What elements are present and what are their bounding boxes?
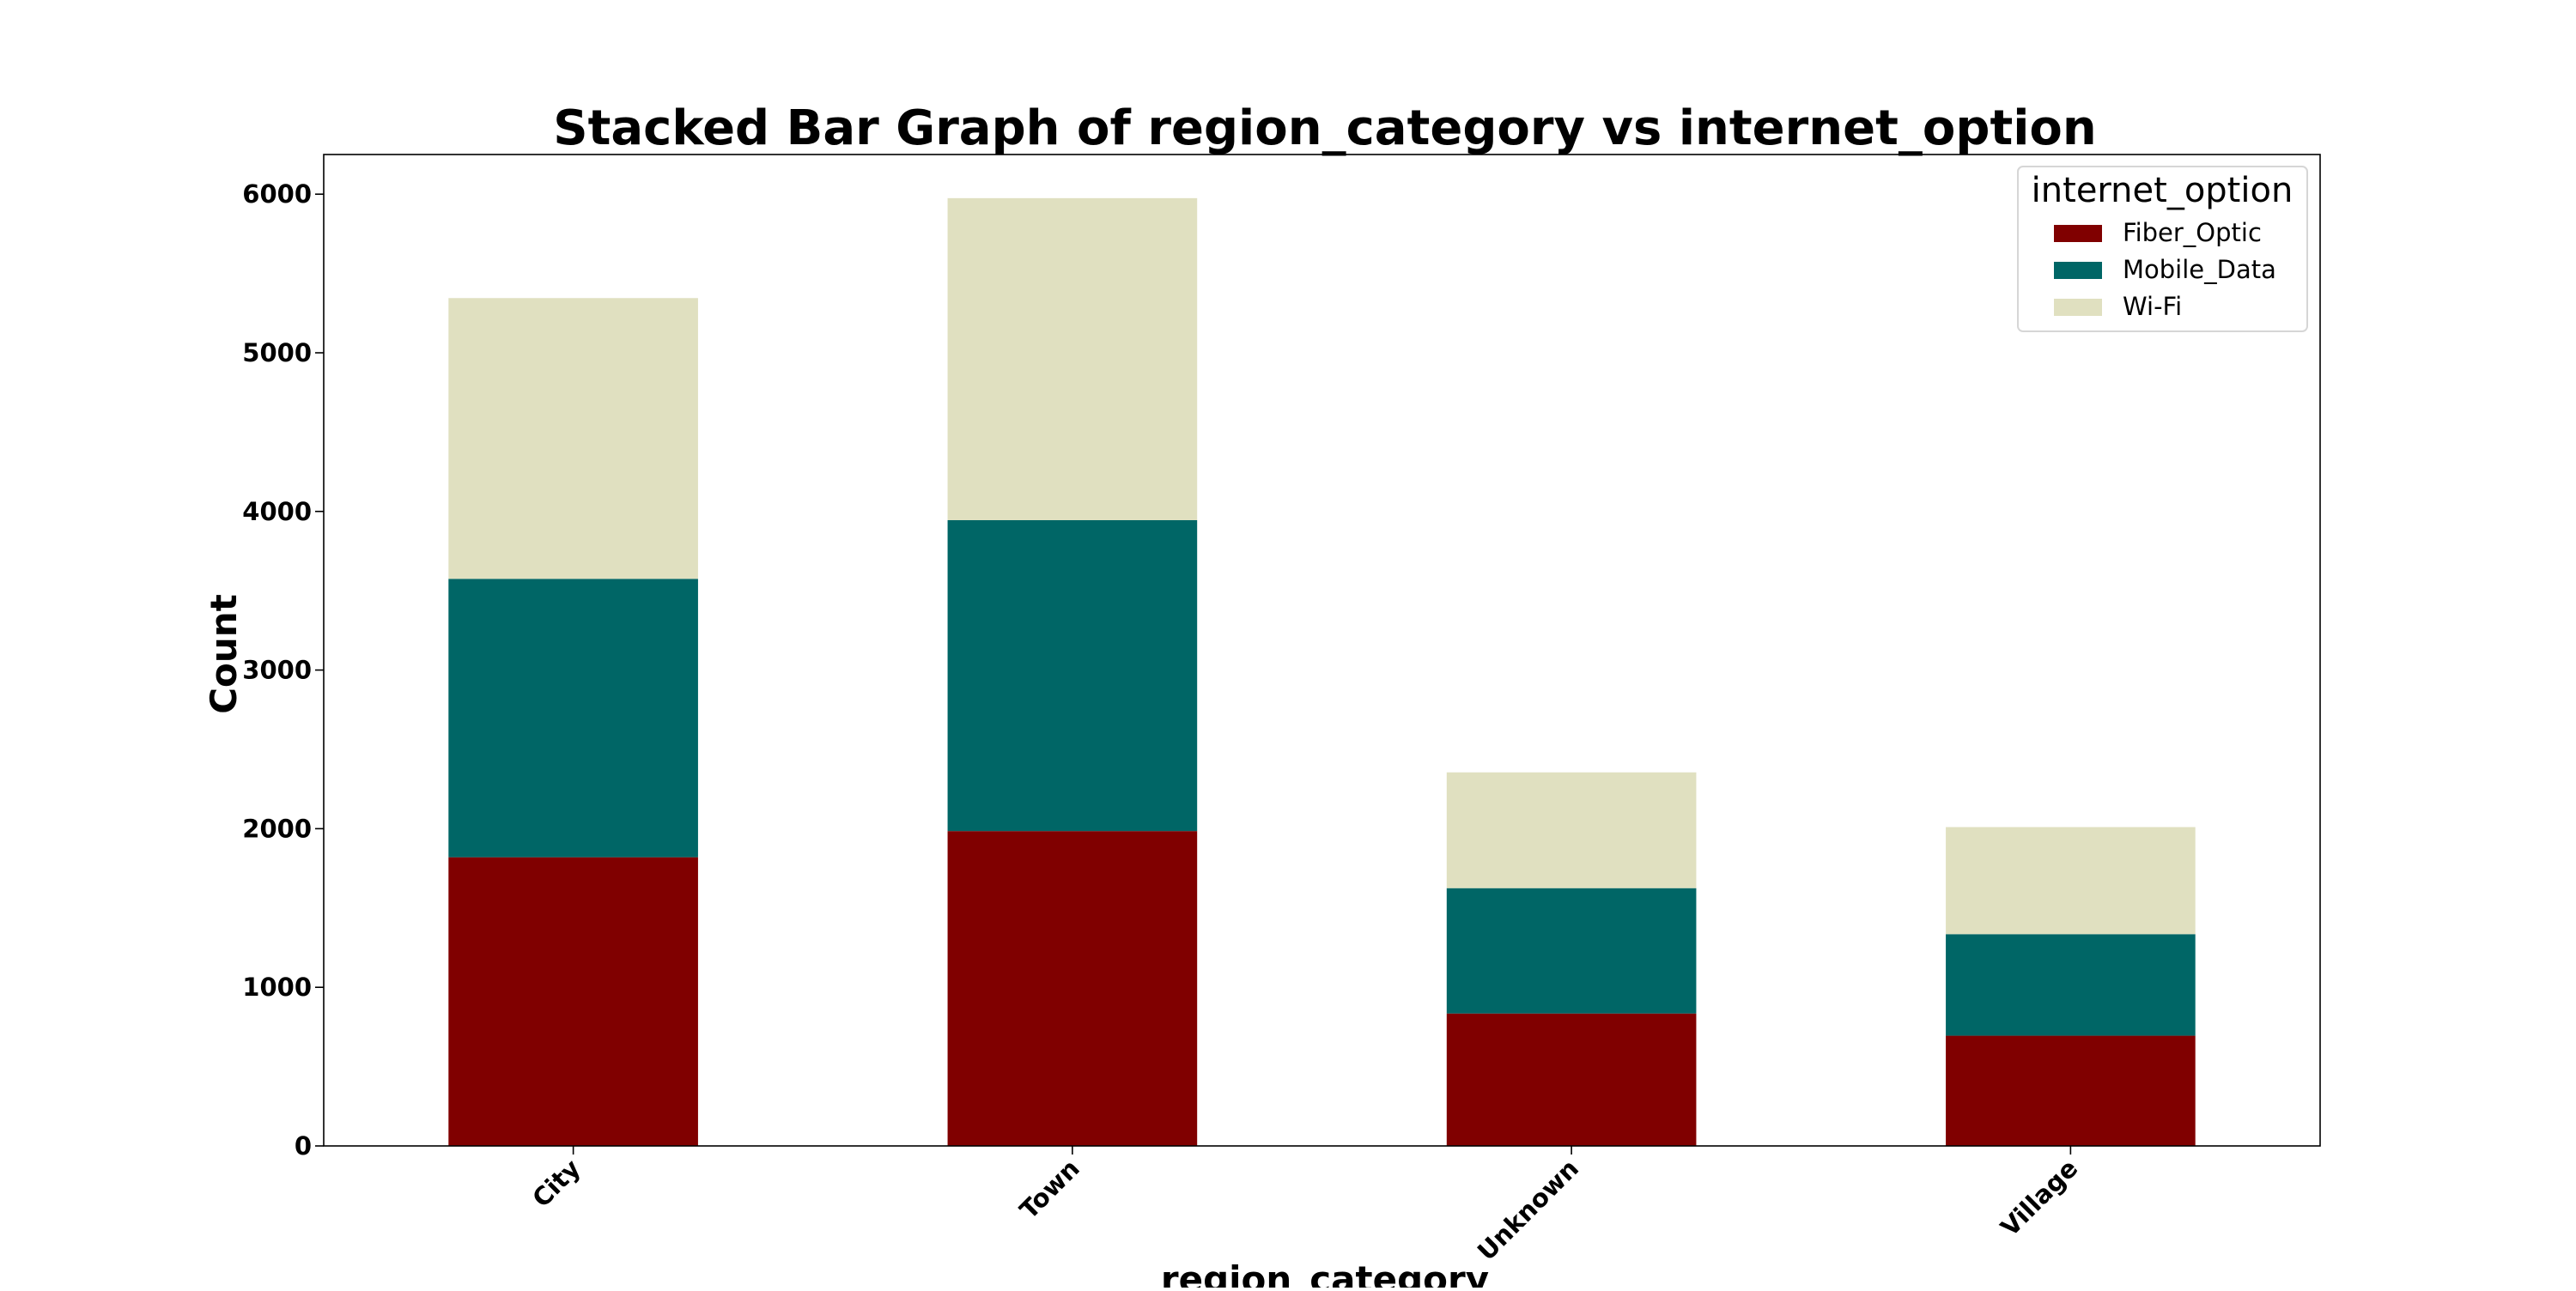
y-tick-label: 1000 [242, 973, 312, 1002]
legend-label-fiber-optic: Fiber_Optic [2123, 218, 2262, 247]
x-axis-label: region_category [1161, 1258, 1489, 1288]
bar-village-mobile-data [1946, 934, 2196, 1036]
x-tick-label-unknown: Unknown [1472, 1154, 1584, 1266]
bar-town-fiber-optic [947, 831, 1198, 1146]
y-tick-label: 6000 [242, 179, 312, 209]
y-tick-label: 5000 [242, 338, 312, 367]
legend-swatch-fiber-optic [2054, 225, 2102, 242]
bar-unknown-mobile-data [1446, 888, 1697, 1014]
chart-title: Stacked Bar Graph of region_category vs … [553, 100, 2097, 156]
bars [448, 197, 2196, 1146]
bar-village-fiber-optic [1946, 1035, 2196, 1146]
legend-frame [2017, 166, 2308, 332]
bar-city-mobile-data [448, 579, 698, 858]
x-axis-ticks: City Town Unknown Village [526, 1146, 2083, 1266]
legend-swatch-wi-fi [2054, 299, 2102, 316]
bar-city-wi-fi [448, 298, 698, 579]
y-axis-label: Count [203, 594, 245, 714]
plot-area [323, 154, 2321, 1147]
bar-city-fiber-optic [448, 857, 698, 1146]
bar-unknown-fiber-optic [1446, 1013, 1697, 1146]
bar-village-wi-fi [1946, 827, 2196, 935]
y-tick-label: 0 [295, 1131, 312, 1161]
y-tick-label: 4000 [242, 497, 312, 526]
legend: internet_option Fiber_Optic Mobile_Data Wi… [2017, 166, 2308, 332]
legend-label-wi-fi: Wi-Fi [2123, 292, 2182, 321]
y-axis-ticks: 0 1000 2000 3000 4000 5000 6000 [242, 179, 324, 1161]
bar-town-mobile-data [947, 519, 1198, 832]
legend-label-mobile-data: Mobile_Data [2123, 255, 2276, 284]
y-tick-label: 2000 [242, 814, 312, 843]
bar-town-wi-fi [947, 197, 1198, 520]
legend-title: internet_option [2032, 171, 2293, 210]
x-tick-label-village: Village [1995, 1154, 2083, 1242]
y-tick-label: 3000 [242, 656, 312, 685]
x-tick-label-city: City [526, 1154, 586, 1213]
plot-frame [323, 154, 2321, 1147]
x-tick-label-town: Town [1014, 1154, 1085, 1225]
bar-unknown-wi-fi [1446, 772, 1697, 888]
legend-swatch-mobile-data [2054, 262, 2102, 279]
